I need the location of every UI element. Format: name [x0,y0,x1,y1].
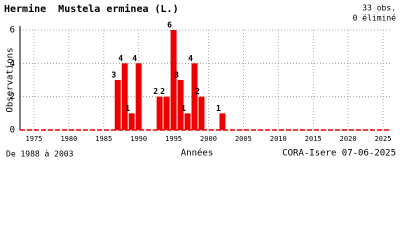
x-tick-label: 1990 [130,135,147,143]
x-tick-label: 2025 [375,135,392,143]
value-label: 2 [160,87,165,96]
eliminated-count: 0 éliminé [353,13,397,23]
x-tick-label: 2015 [305,135,322,143]
value-label: 4 [188,54,193,63]
value-label: 2 [153,87,158,96]
value-label: 4 [118,54,123,63]
bar [191,63,198,131]
bar [219,113,226,130]
y-tick-label: 2 [10,92,15,102]
bar [198,96,205,130]
x-tick-label: 1975 [26,135,43,143]
chart: Hermine Mustela erminea (L.) 33 obs. 0 é… [0,0,400,160]
value-label: 1 [216,104,221,113]
source: CORA-Isere 07-06-2025 [282,149,396,159]
chart-title: Hermine Mustela erminea (L.) [4,3,179,15]
period: De 1988 à 2003 [6,150,74,159]
value-label: 1 [125,104,130,113]
x-tick-label: 2020 [340,135,357,143]
x-tick-label: 2005 [235,135,252,143]
bar [156,96,163,130]
bar [128,113,135,130]
x-tick-label: 2000 [200,135,217,143]
obs-count: 33 obs. [362,4,396,13]
bar [114,80,121,130]
value-label: 4 [132,54,137,63]
y-tick-label: 4 [10,59,15,69]
bar [163,96,170,130]
value-label: 6 [167,21,172,30]
bar [184,113,191,130]
value-label: 1 [181,104,186,113]
bar [170,30,177,130]
value-label: 2 [195,87,200,96]
y-axis-label: Observations [6,47,16,112]
x-tick-label: 1995 [165,135,182,143]
y-tick-label: 6 [10,26,15,36]
value-label: 3 [111,71,116,80]
y-tick-label: 0 [10,126,15,136]
bar [177,80,184,130]
bar [135,63,142,131]
value-label: 3 [174,71,179,80]
x-tick-label: 1985 [95,135,112,143]
background [0,0,400,160]
bar [121,63,128,131]
x-axis-label: Années [181,148,214,159]
x-tick-label: 2010 [270,135,287,143]
x-tick-label: 1980 [60,135,77,143]
